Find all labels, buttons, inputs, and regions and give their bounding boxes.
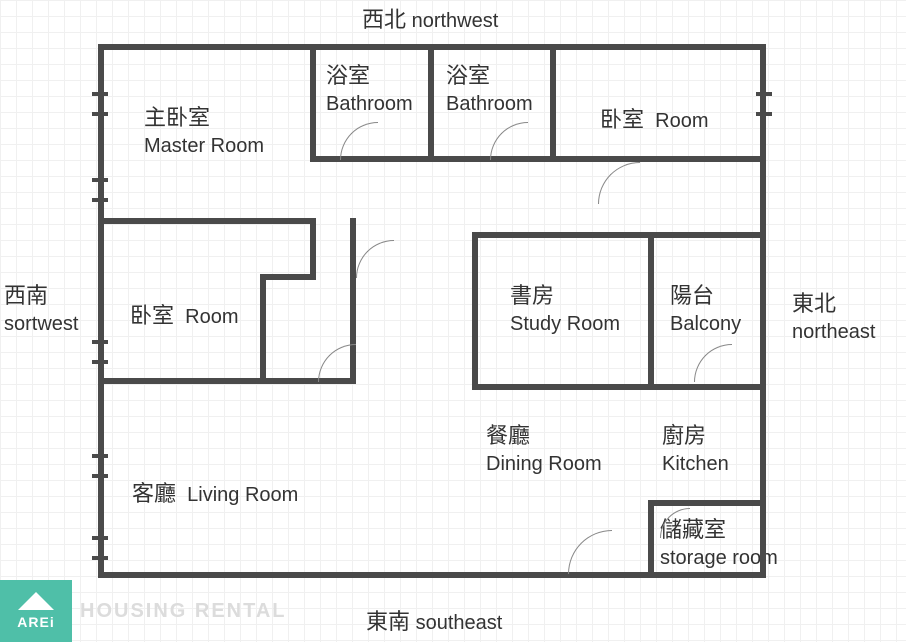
wall xyxy=(428,44,434,162)
wall xyxy=(760,44,766,578)
wall xyxy=(648,232,654,390)
logo-label: HOUSING RENTAL xyxy=(80,600,287,623)
wall-tick xyxy=(92,536,108,540)
wall xyxy=(98,218,316,224)
door-arc xyxy=(490,122,528,160)
wall-tick xyxy=(92,454,108,458)
door-arc xyxy=(318,344,356,382)
room-master: 主卧室 Master Room xyxy=(144,104,264,159)
wall-tick xyxy=(756,92,772,96)
logo: AREi HOUSING RENTAL xyxy=(0,580,287,642)
room-bath2: 浴室 Bathroom xyxy=(446,62,533,117)
room-balcony: 陽台 Balcony xyxy=(670,282,741,337)
wall xyxy=(648,500,654,578)
door-arc xyxy=(340,122,378,160)
floorplan: 西北 northwest 西南 sortwest 東北 northeast 東南… xyxy=(0,0,906,642)
compass-se: 東南 southeast xyxy=(366,608,502,637)
room-dining: 餐廳 Dining Room xyxy=(486,422,602,477)
door-arc xyxy=(568,530,612,574)
wall-tick xyxy=(92,92,108,96)
wall xyxy=(472,384,766,390)
room-living: 客廳 Living Room xyxy=(132,480,298,509)
door-arc xyxy=(660,508,690,538)
wall-tick xyxy=(92,340,108,344)
compass-sw: 西南 sortwest xyxy=(4,282,78,337)
wall xyxy=(260,274,266,384)
compass-ne: 東北 northeast xyxy=(792,290,875,345)
wall xyxy=(310,218,316,280)
door-arc xyxy=(694,344,732,382)
wall xyxy=(260,274,316,280)
logo-badge: AREi xyxy=(0,580,72,642)
wall xyxy=(648,500,766,506)
wall-tick xyxy=(756,112,772,116)
wall-tick xyxy=(92,198,108,202)
wall xyxy=(98,572,766,578)
wall xyxy=(550,156,766,162)
door-arc xyxy=(356,240,394,278)
wall-tick xyxy=(92,556,108,560)
wall xyxy=(310,44,316,162)
wall xyxy=(98,378,266,384)
wall-tick xyxy=(92,474,108,478)
wall xyxy=(550,44,556,162)
wall-tick xyxy=(92,360,108,364)
room-bath1: 浴室 Bathroom xyxy=(326,62,413,117)
wall xyxy=(98,44,104,578)
compass-nw: 西北 northwest xyxy=(362,6,498,35)
logo-badge-text: AREi xyxy=(17,614,54,630)
wall xyxy=(472,232,478,390)
wall-tick xyxy=(92,112,108,116)
wall-tick xyxy=(92,178,108,182)
roof-icon xyxy=(18,592,54,610)
room-study: 書房 Study Room xyxy=(510,282,620,337)
room-ne: 卧室 Room xyxy=(600,106,709,135)
door-arc xyxy=(598,162,640,204)
room-kitchen: 廚房 Kitchen xyxy=(662,422,729,477)
room-w: 卧室 Room xyxy=(130,302,239,331)
wall xyxy=(472,232,766,238)
